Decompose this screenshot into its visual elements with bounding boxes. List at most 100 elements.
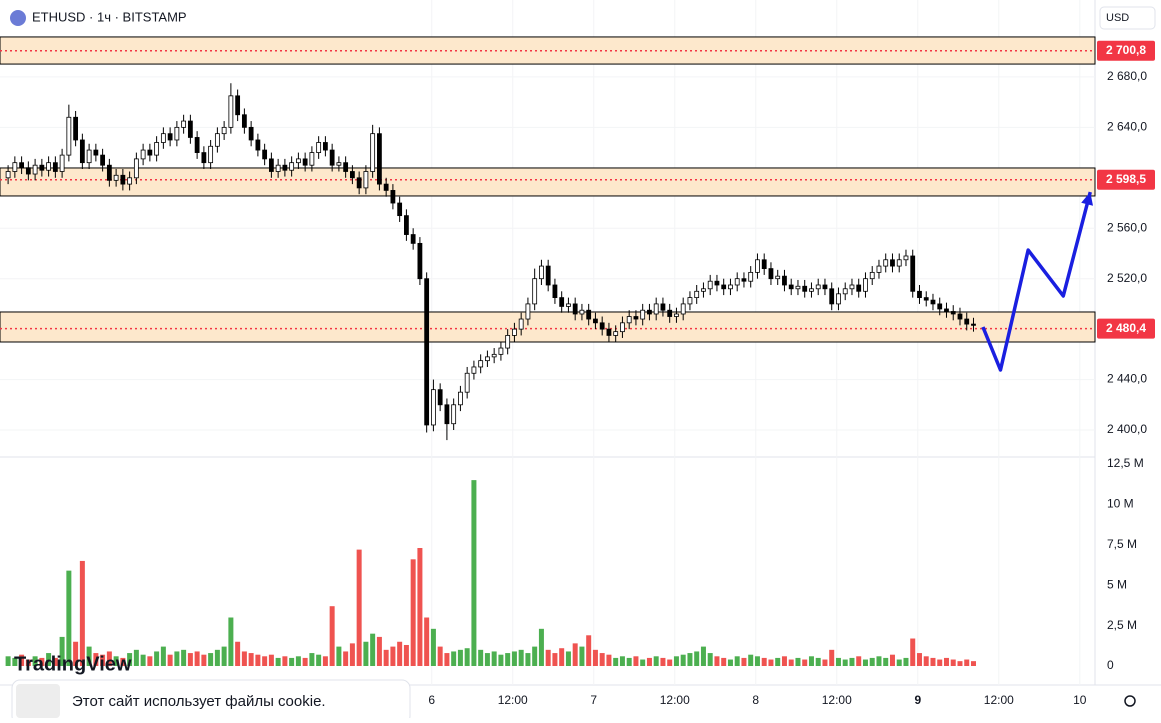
currency[interactable]: USD: [1106, 12, 1129, 24]
volume-bar: [478, 649, 484, 666]
candle-body: [917, 290, 922, 299]
candle-body: [512, 328, 517, 336]
volume-bar: [822, 659, 828, 666]
volume-bar: [586, 635, 592, 666]
candle-body: [363, 171, 369, 189]
volume-bar: [599, 653, 605, 666]
candle-body: [309, 152, 315, 166]
volume-bar: [505, 653, 511, 666]
volume-tick-label: 10 M: [1107, 497, 1134, 511]
volume-bar: [376, 636, 382, 666]
candle-body: [289, 162, 295, 171]
x-tick-label: 7: [590, 693, 597, 707]
volume-bar: [309, 653, 315, 666]
candle-body: [349, 171, 355, 179]
candle-body: [579, 309, 585, 315]
candle-body: [133, 158, 139, 179]
candle-body: [802, 285, 808, 292]
candle-body: [464, 372, 470, 393]
volume-bar: [275, 657, 281, 666]
volume-bar: [633, 656, 639, 666]
volume-bar: [221, 646, 227, 666]
x-tick-label: 10: [1073, 693, 1087, 707]
volume-bar: [430, 628, 436, 666]
candle-body: [228, 95, 234, 128]
candle-body: [694, 290, 700, 299]
candle-body: [748, 271, 754, 282]
candle-body: [613, 331, 619, 336]
volume-bar: [410, 559, 416, 666]
candle-body: [640, 309, 646, 320]
candle-body: [390, 190, 396, 204]
volume-bar: [120, 657, 126, 666]
branding[interactable]: TradingView: [14, 653, 132, 675]
volume-bar: [52, 657, 58, 666]
candle-body: [268, 158, 274, 172]
volume: [5, 480, 976, 666]
volume-bar: [32, 656, 38, 666]
candle-body: [343, 162, 349, 172]
grid: [0, 0, 1095, 685]
candle-body: [106, 164, 112, 181]
symbol[interactable]: ETHUSD · 1ч · BITSTAMP: [32, 9, 187, 24]
volume-bar: [214, 649, 220, 666]
volume-bar: [437, 646, 443, 666]
volume-bar: [673, 656, 679, 666]
candle-body: [674, 313, 679, 317]
candle-body: [606, 328, 612, 336]
candle-body: [498, 347, 504, 355]
candle-body: [701, 288, 706, 292]
volume-bar: [700, 646, 706, 666]
candle-body: [485, 356, 490, 362]
volume-bar: [25, 659, 31, 666]
y-tick-label: 2 640,0: [1107, 120, 1147, 134]
volume-bar: [808, 656, 814, 666]
candle-body: [680, 303, 686, 315]
candle-body: [214, 133, 220, 147]
candle-body: [174, 126, 180, 141]
volume-bar: [86, 646, 92, 666]
candle-body: [660, 303, 666, 311]
candle-body: [377, 133, 382, 185]
volume-bar: [896, 659, 902, 666]
candle-body: [525, 303, 531, 320]
candle-body: [707, 280, 713, 290]
candle-body: [937, 303, 943, 310]
volume-bar: [397, 641, 403, 666]
candle-body: [815, 284, 821, 290]
volume-bar: [154, 651, 160, 666]
candle-body: [140, 149, 146, 160]
candle-body: [100, 154, 106, 166]
volume-bar: [187, 653, 193, 666]
volume-bar: [46, 653, 52, 666]
x-tick-label: 12:00: [984, 693, 1014, 707]
candle-body: [59, 154, 65, 172]
volume-bar: [626, 657, 632, 666]
volume-bar: [653, 656, 659, 666]
currency-button[interactable]: [1099, 6, 1156, 30]
candle-body: [370, 133, 376, 172]
volume-bar: [471, 480, 477, 666]
volume-bar: [160, 646, 166, 666]
settings[interactable]: [1124, 695, 1136, 707]
volume-bar: [174, 651, 180, 666]
x-tick-label: 12:00: [660, 693, 690, 707]
candle-body: [187, 120, 193, 138]
volume-bar: [106, 651, 112, 666]
candle-body: [424, 278, 430, 426]
cookie-text: Этот сайт использует файлы cookie.: [72, 693, 326, 710]
volume-bar: [336, 646, 342, 666]
volume-bar: [59, 636, 65, 666]
volume-bar: [498, 654, 504, 666]
volume-bar: [903, 657, 909, 666]
volume-bar: [707, 653, 713, 666]
volume-bar: [457, 649, 463, 666]
volume-bar: [532, 646, 538, 666]
volume-bar: [316, 654, 322, 666]
candle-body: [73, 116, 79, 141]
volume-bar: [5, 656, 11, 666]
candle-body: [12, 162, 18, 172]
volume-bar: [302, 657, 308, 666]
volume-bar: [525, 653, 531, 666]
candle-body: [120, 174, 126, 185]
